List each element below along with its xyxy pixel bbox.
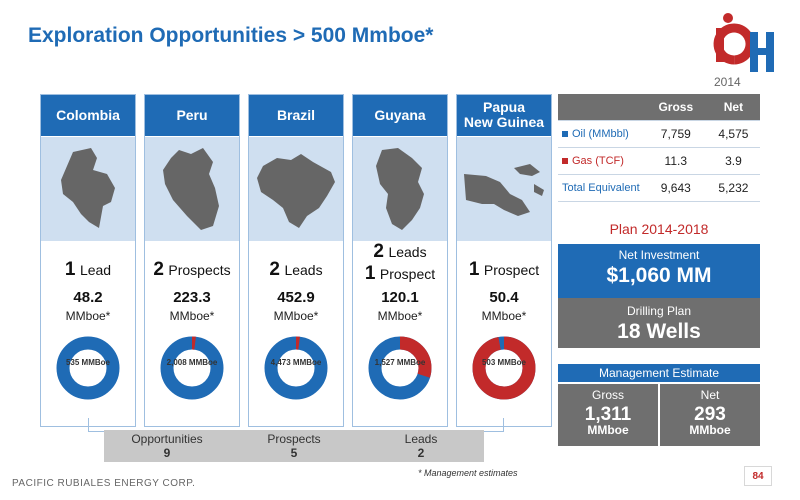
resource-unit: MMboe* — [169, 309, 215, 323]
logo-year: 2014 — [714, 75, 741, 89]
drilling-plan-box: Drilling Plan 18 Wells — [558, 298, 760, 348]
map-colombia — [40, 137, 136, 241]
management-estimate-header: Management Estimate — [558, 364, 760, 382]
summary-prospects: Prospects 5 — [267, 432, 321, 460]
table-row: Oil (MMbbl) 7,759 4,575 — [558, 120, 760, 148]
col-header-gross: Gross — [644, 94, 707, 121]
resource-unit: MMboe* — [377, 309, 423, 323]
donut-chart-peru — [160, 336, 224, 400]
country-card-colombia: 1 Lead 48.2 MMboe* 535 MMBoe — [40, 241, 136, 427]
country-card-peru: 2 Prospects 223.3 MMboe* 2,008 MMBoe — [144, 241, 240, 427]
resource-value: 223.3 — [173, 289, 211, 306]
donut-label: 1,527 MMBoe — [374, 358, 426, 367]
map-brazil — [248, 137, 344, 241]
column-header-guyana: Guyana — [352, 94, 448, 136]
table-row: Gas (TCF) 11.3 3.9 — [558, 147, 760, 175]
country-card-brazil: 2 Leads 452.9 MMboe* 4,473 MMBoe — [248, 241, 344, 427]
column-header-brazil: Brazil — [248, 94, 344, 136]
company-name: PACIFIC RUBIALES ENERGY CORP. — [12, 478, 196, 489]
donut-hole — [486, 350, 522, 386]
donut-chart-brazil — [264, 336, 328, 400]
resource-value: 452.9 — [277, 289, 315, 306]
management-estimate-gross: Gross 1,311 MMboe — [558, 384, 658, 446]
country-card-papua-new-guinea: 1 Prospect 50.4 MMboe* 503 MMBoe — [456, 241, 552, 427]
resource-unit: MMboe* — [273, 309, 319, 323]
donut-chart-papua-new-guinea — [472, 336, 536, 400]
page-number: 84 — [744, 466, 772, 486]
column-header-papua-new-guinea: Papua New Guinea — [456, 94, 552, 136]
col-header-net: Net — [706, 94, 760, 121]
plan-title: Plan 2014-2018 — [609, 221, 709, 237]
resource-unit: MMboe* — [481, 309, 527, 323]
donut-gas-segment — [160, 336, 224, 400]
management-estimate-net: Net 293 MMboe — [660, 384, 760, 446]
donut-hole — [70, 350, 106, 386]
donut-label: 535 MMBoe — [65, 358, 110, 367]
footnote: * Management estimates — [418, 468, 518, 478]
donut-gas-segment — [472, 336, 536, 400]
oil-legend-icon — [562, 131, 568, 137]
donut-chart-colombia — [56, 336, 120, 400]
donut-label: 2,008 MMBoe — [166, 358, 218, 367]
summary-opportunities: Opportunities 9 — [131, 432, 203, 460]
donut-chart-guyana — [368, 336, 432, 400]
map-guyana — [352, 137, 448, 241]
net-investment-box: Net Investment $1,060 MM — [558, 244, 760, 298]
page-title: Exploration Opportunities > 500 Mmboe* — [28, 24, 434, 47]
donut-label: 503 MMBoe — [481, 358, 526, 367]
event-logo: 2014 — [713, 13, 774, 89]
donut-hole — [382, 350, 418, 386]
resources-table: Gross Net Oil (MMbbl) 7,759 4,575 Gas (T… — [558, 94, 760, 202]
summary-leads: Leads 2 — [404, 432, 438, 460]
gas-legend-icon — [562, 158, 568, 164]
map-papua-new-guinea — [456, 137, 552, 241]
country-card-guyana: 2 Leads 1 Prospect 120.1 MMboe* 1,527 MM… — [352, 241, 448, 427]
column-header-colombia: Colombia — [40, 94, 136, 136]
donut-label: 4,473 MMBoe — [270, 358, 322, 367]
column-header-peru: Peru — [144, 94, 240, 136]
table-row: Total Equivalent 9,643 5,232 — [558, 174, 760, 202]
donut-gas-segment — [368, 336, 432, 400]
resource-value: 120.1 — [381, 289, 419, 306]
resource-value: 50.4 — [489, 289, 519, 306]
summary-bar: Opportunities 9 Prospects 5 Leads 2 — [104, 430, 484, 462]
resource-value: 48.2 — [73, 289, 103, 306]
resource-unit: MMboe* — [65, 309, 111, 323]
donut-gas-segment — [264, 336, 328, 400]
donut-hole — [174, 350, 210, 386]
map-peru — [144, 137, 240, 241]
donut-hole — [278, 350, 314, 386]
